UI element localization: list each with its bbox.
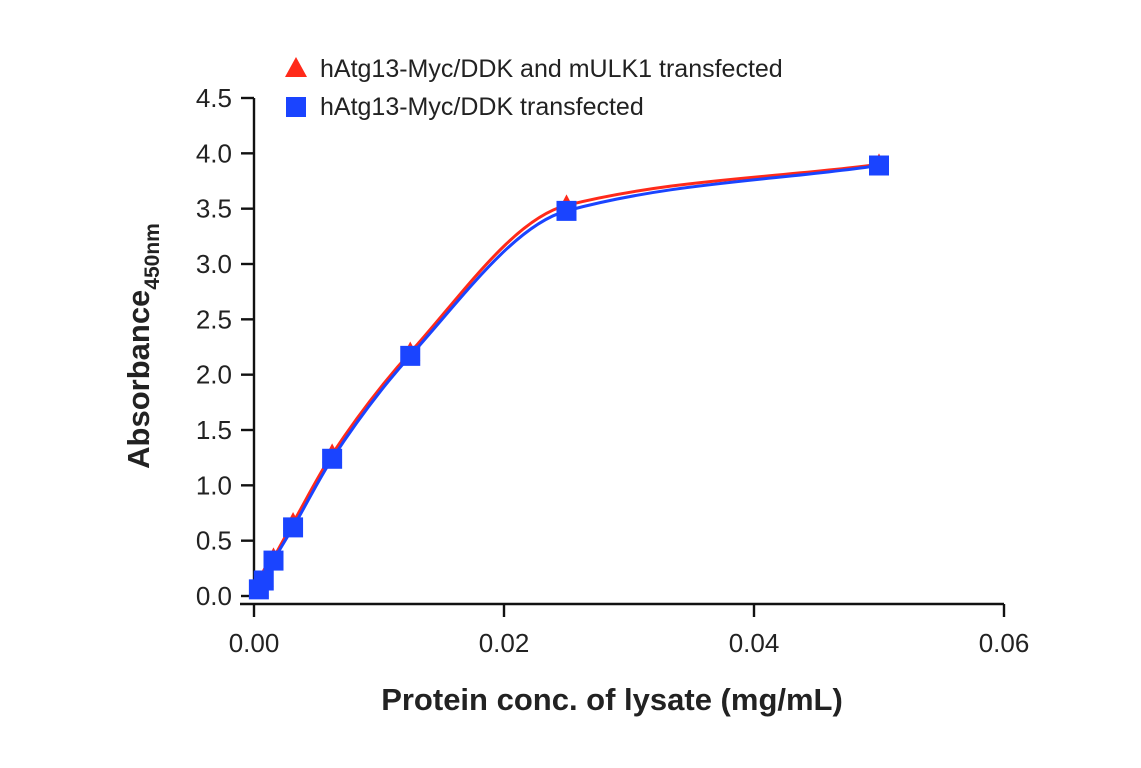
- data-point-square: [253, 570, 274, 591]
- data-point-square: [556, 200, 577, 221]
- y-tick-label: 1.0: [196, 470, 232, 500]
- legend-label-1: hAtg13-Myc/DDK and mULK1 transfected: [320, 55, 783, 83]
- y-tick-label: 2.5: [196, 304, 232, 334]
- data-point-square: [283, 517, 304, 538]
- x-tick-label: 0.00: [229, 628, 280, 658]
- data-markers: [248, 153, 889, 600]
- y-tick-label: 1.5: [196, 415, 232, 445]
- y-axis-title-main: Absorbance: [121, 290, 156, 469]
- y-tick-label: 0.0: [196, 581, 232, 611]
- data-point-square: [322, 448, 343, 469]
- legend: hAtg13-Myc/DDK and mULK1 transfected hAt…: [285, 55, 783, 121]
- legend-marker-triangle: [285, 57, 307, 77]
- y-axis-title: Absorbance450nm: [121, 223, 164, 469]
- legend-label-2: hAtg13-Myc/DDK transfected: [320, 93, 644, 121]
- fit-curves: [257, 162, 880, 591]
- y-tick-label: 4.5: [196, 83, 232, 113]
- data-point-square: [263, 550, 284, 571]
- fit-curve-blue: [257, 164, 880, 591]
- y-axis-title-subscript: 450nm: [141, 223, 164, 290]
- x-tick-label: 0.06: [979, 628, 1030, 658]
- x-axis-title: Protein conc. of lysate (mg/mL): [381, 682, 843, 717]
- axes: 0.0 0.5 1.0 1.5 2.0 2.5 3.0 3.5 4.0 4.5 0.00 0.02 0.…: [196, 83, 1029, 658]
- legend-marker-square: [286, 97, 306, 117]
- legend-item-2: hAtg13-Myc/DDK transfected: [286, 93, 644, 121]
- data-point-square: [400, 345, 421, 366]
- legend-item-1: hAtg13-Myc/DDK and mULK1 transfected: [285, 55, 783, 83]
- x-tick-label: 0.04: [729, 628, 780, 658]
- fit-curve-red: [257, 162, 880, 589]
- y-tick-label: 3.5: [196, 194, 232, 224]
- data-point-square: [869, 155, 889, 176]
- x-tick-label: 0.02: [479, 628, 530, 658]
- y-tick-label: 2.0: [196, 360, 232, 390]
- y-tick-label: 4.0: [196, 138, 232, 168]
- y-tick-label: 3.0: [196, 249, 232, 279]
- y-tick-label: 0.5: [196, 526, 232, 556]
